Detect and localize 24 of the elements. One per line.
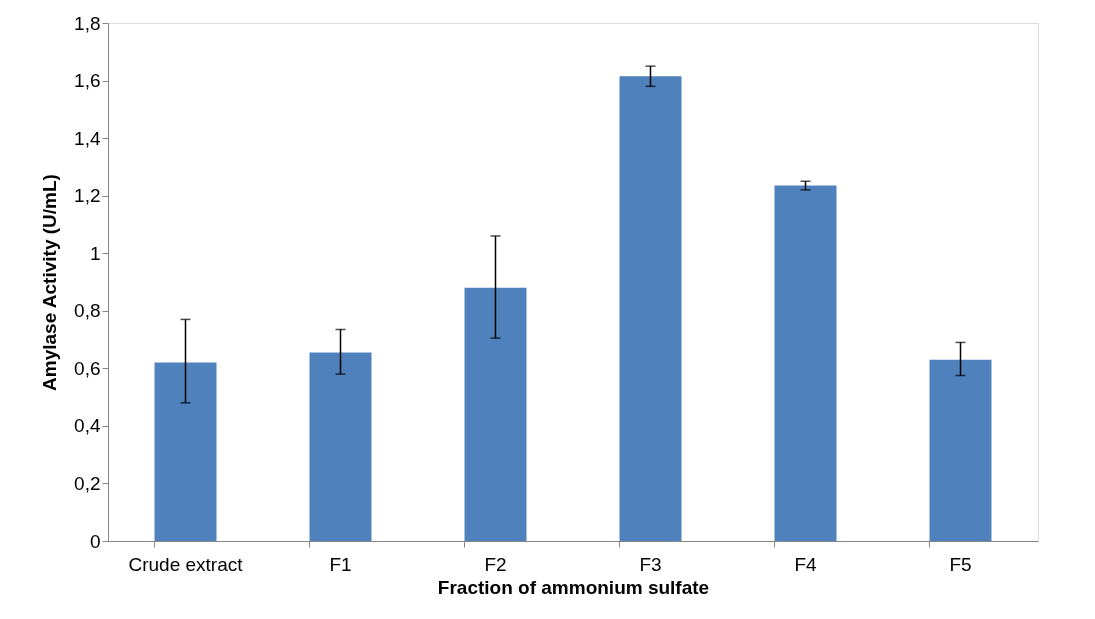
y-tick-label: 1,4: [74, 127, 101, 149]
bar: [619, 76, 682, 541]
y-tick-label: 1,6: [74, 70, 101, 92]
y-tick-label: 0,6: [74, 357, 101, 379]
x-tick-label: Crude extract: [128, 553, 244, 575]
x-tick-label: F2: [484, 553, 507, 575]
y-tick-label: 0,8: [74, 300, 101, 322]
bar: [309, 352, 372, 541]
y-tick-label: 1,2: [74, 185, 101, 207]
y-tick-label: 1,8: [74, 12, 101, 34]
x-tick-label: F4: [794, 553, 818, 575]
y-axis-title: Amylase Activity (U/mL): [39, 174, 61, 391]
bar: [154, 362, 217, 541]
y-tick-label: 0,4: [74, 415, 101, 437]
y-tick-label: 0: [89, 530, 101, 552]
bar: [774, 185, 837, 541]
y-tick-label: 1: [89, 242, 101, 264]
y-tick-label: 0,2: [74, 472, 101, 494]
x-axis-title: Fraction of ammonium sulfate: [437, 576, 710, 598]
x-tick-label: F5: [949, 553, 972, 575]
bar: [464, 287, 527, 541]
x-tick-label: F1: [329, 553, 352, 575]
x-tick-label: F3: [639, 553, 662, 575]
bar: [929, 359, 992, 541]
